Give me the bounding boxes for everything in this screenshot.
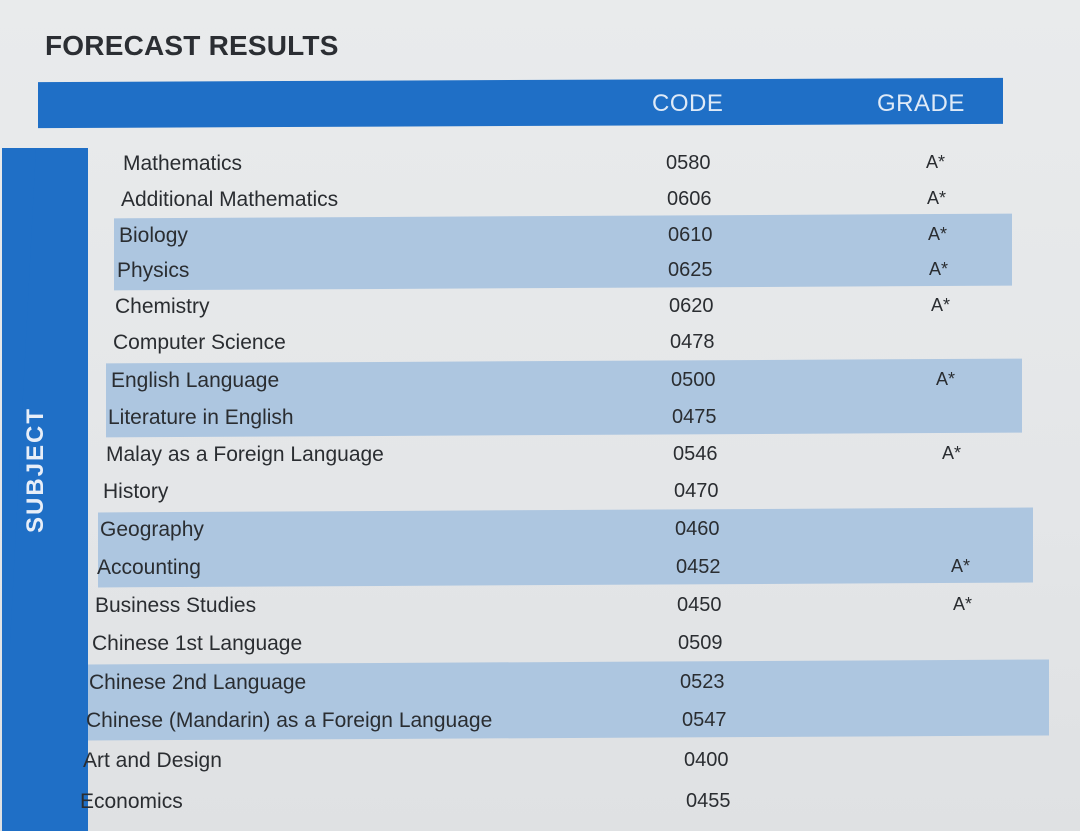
subject-code: 0509 [678,632,723,654]
subject-name: English Language [111,369,280,392]
table-row: History 0470 [0,480,900,516]
table-row: Physics 0625 A* [0,259,948,295]
subject-grade: A* [929,259,949,279]
subject-name: History [103,480,169,503]
subject-name: Malay as a Foreign Language [106,443,384,466]
table-header-bar [38,77,1003,129]
subject-name: Art and Design [83,749,222,772]
table-row: Accounting 0452 A* [0,556,970,592]
table-row: Economics 0455 [0,790,900,826]
subject-code: 0606 [667,188,712,210]
subject-code: 0580 [666,152,711,174]
table-row: Art and Design 0400 [0,749,900,785]
table-row: English Language 0500 A* [0,369,955,405]
table-row: Literature in English 0475 [0,406,900,442]
subject-code: 0547 [682,709,727,731]
subject-grade: A* [931,295,951,315]
table-row: Chemistry 0620 A* [0,295,950,331]
table-row: Additional Mathematics 0606 A* [0,188,946,224]
subject-name: Business Studies [95,594,257,617]
subject-name: Chemistry [115,295,210,318]
subject-code: 0610 [668,224,713,246]
subject-name: Mathematics [123,152,243,175]
table-row: Biology 0610 A* [0,224,947,260]
table-row: Chinese 1st Language 0509 [0,632,900,668]
subject-code: 0452 [676,556,721,578]
subject-code: 0546 [673,443,718,465]
subject-code: 0450 [677,594,722,616]
subject-grade: A* [953,594,973,614]
subject-code: 0478 [670,331,715,353]
table-row: Mathematics 0580 A* [0,152,945,188]
subject-code: 0475 [672,406,717,428]
subject-grade: A* [928,224,948,244]
subject-code: 0400 [684,749,729,771]
subject-name: Economics [80,790,183,813]
subject-code: 0500 [671,369,716,391]
column-header-grade: GRADE [877,90,965,117]
subject-grade: A* [951,556,971,576]
subject-grade: A* [926,152,946,172]
subject-name: Chinese (Mandarin) as a Foreign Language [86,709,493,732]
subject-code: 0470 [674,480,719,502]
subject-name: Chinese 1st Language [92,632,303,655]
table-row: Chinese (Mandarin) as a Foreign Language… [0,709,900,745]
table-row: Geography 0460 [0,518,900,554]
table-row: Chinese 2nd Language 0523 [0,671,900,707]
subject-code: 0455 [686,790,731,812]
subject-grade: A* [936,369,956,389]
subject-name: Physics [117,259,190,282]
subject-code: 0523 [680,671,725,693]
subject-grade: A* [927,188,947,208]
table-row: Business Studies 0450 A* [0,594,972,630]
column-header-code: CODE [652,90,724,117]
subject-code: 0460 [675,518,720,540]
subject-grade: A* [942,443,962,463]
table-row: Computer Science 0478 [0,331,900,367]
subject-code: 0625 [668,259,713,281]
subject-name: Literature in English [108,406,294,429]
subject-code: 0620 [669,295,714,317]
table-row: Malay as a Foreign Language 0546 A* [0,443,961,479]
page-title: FORECAST RESULTS [45,30,339,61]
subject-name: Chinese 2nd Language [89,671,307,694]
subject-name: Additional Mathematics [121,188,339,211]
subject-name: Biology [119,224,188,247]
subject-name: Accounting [97,556,201,579]
subject-name: Computer Science [113,331,286,354]
subject-name: Geography [100,518,204,541]
